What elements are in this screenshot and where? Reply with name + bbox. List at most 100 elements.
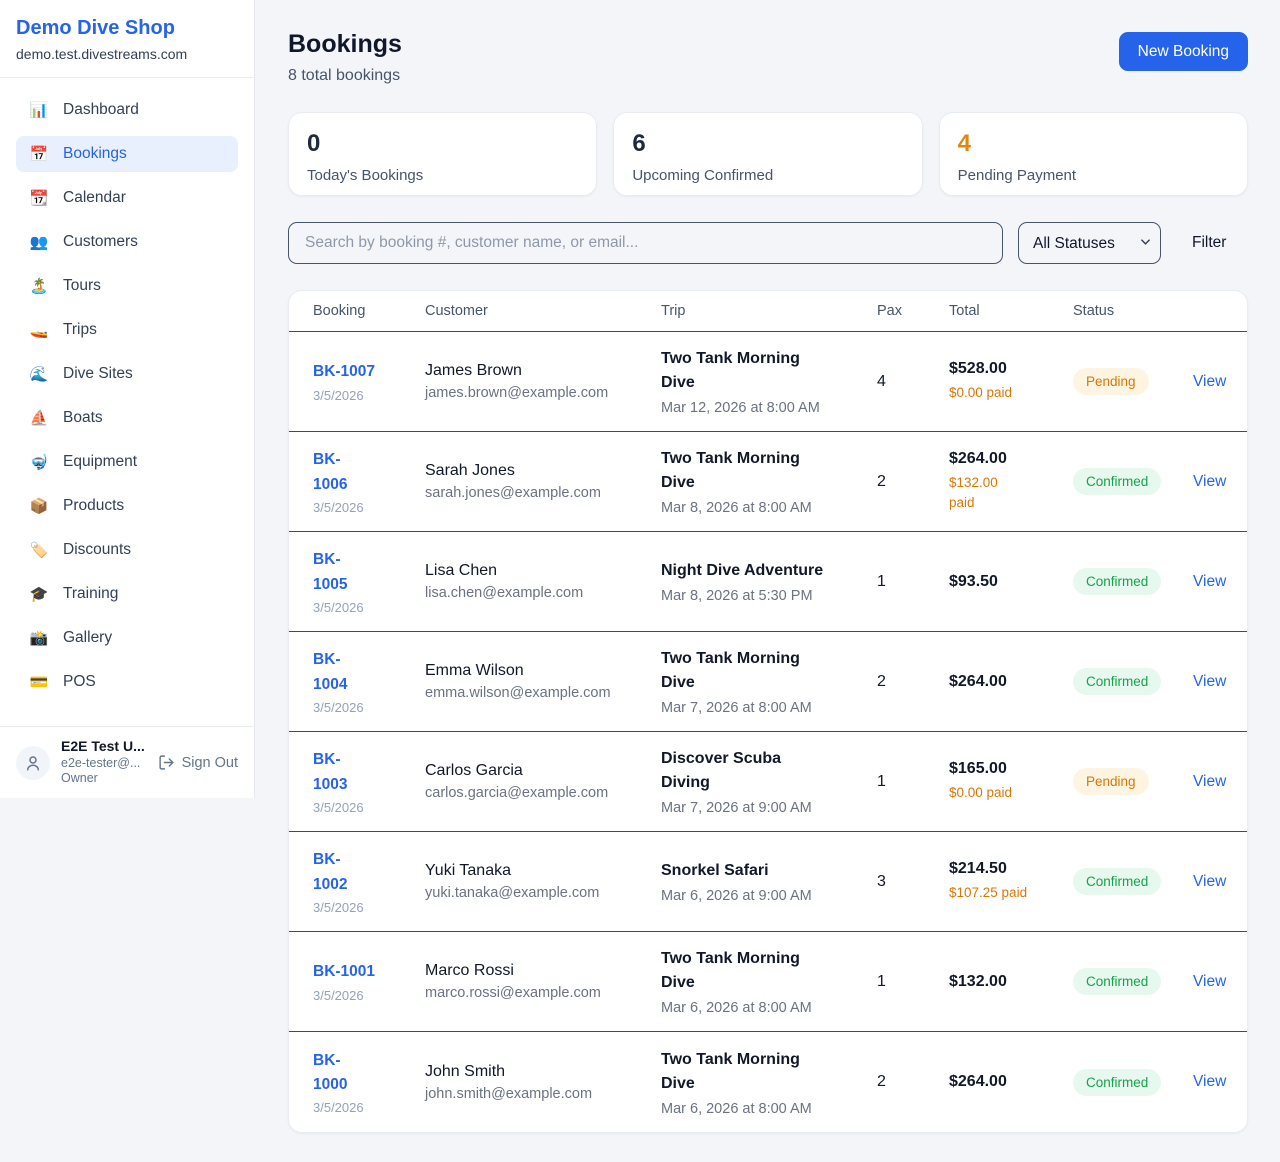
trip-datetime: Mar 6, 2026 at 8:00 AM bbox=[661, 1000, 812, 1016]
booking-id-link[interactable]: BK-1007 bbox=[313, 363, 376, 381]
sailboat-icon: ⛵ bbox=[29, 410, 49, 427]
customer-name: Sarah Jones bbox=[425, 462, 515, 479]
table-header: Booking Customer Trip Pax Total Status bbox=[289, 291, 1247, 332]
view-link[interactable]: View bbox=[1193, 972, 1227, 990]
sidebar-nav: 📊 Dashboard 📅 Bookings 📆 Calendar 👥 Cust… bbox=[0, 78, 254, 714]
sidebar-item-trips[interactable]: 🚤 Trips bbox=[29, 321, 97, 339]
total-amount: $165.00 bbox=[949, 760, 1007, 778]
booking-id-link[interactable]: BK- 1006 bbox=[313, 451, 348, 493]
sidebar-item-dive-sites[interactable]: 🌊 Dive Sites bbox=[29, 365, 133, 383]
booking-date: 3/5/2026 bbox=[313, 699, 364, 715]
sidebar: Demo Dive Shop demo.test.divestreams.com… bbox=[0, 0, 255, 798]
table-body: BK-1007 3/5/2026 James Brown james.brown… bbox=[289, 332, 1247, 1132]
trip-datetime: Mar 6, 2026 at 8:00 AM bbox=[661, 1100, 812, 1117]
sidebar-item-customers[interactable]: 👥 Customers bbox=[29, 233, 138, 251]
new-booking-button[interactable]: New Booking bbox=[1118, 32, 1248, 71]
page-header: Bookings 8 total bookings New Booking bbox=[288, 30, 1248, 85]
customer-email: yuki.tanaka@example.com bbox=[425, 885, 600, 901]
view-link[interactable]: View bbox=[1193, 572, 1227, 590]
package-icon: 📦 bbox=[29, 498, 49, 515]
status-badge: Confirmed bbox=[1073, 1068, 1162, 1096]
status-badge: Pending bbox=[1073, 368, 1149, 395]
trip-name: Two Tank Morning Dive bbox=[661, 350, 800, 391]
bookings-table: Booking Customer Trip Pax Total Status B… bbox=[288, 290, 1248, 1133]
total-amount: $264.00 bbox=[949, 1073, 1007, 1090]
booking-id-link[interactable]: BK- 1000 bbox=[313, 1051, 348, 1093]
pax-count: 2 bbox=[877, 672, 886, 690]
total-amount: $264.00 bbox=[949, 672, 1007, 690]
customer-name: Marco Rossi bbox=[425, 962, 514, 979]
booking-date: 3/5/2026 bbox=[313, 599, 364, 615]
view-link[interactable]: View bbox=[1193, 1073, 1227, 1090]
total-amount: $214.50 bbox=[949, 860, 1007, 878]
booking-date: 3/5/2026 bbox=[313, 499, 364, 515]
booking-id-link[interactable]: BK-1001 bbox=[313, 963, 376, 981]
view-link[interactable]: View bbox=[1193, 372, 1227, 390]
filter-button[interactable]: Filter bbox=[1192, 234, 1227, 251]
trip-name: Night Dive Adventure bbox=[661, 562, 824, 579]
booking-date: 3/5/2026 bbox=[313, 899, 364, 915]
search-input[interactable] bbox=[288, 222, 1003, 264]
wave-icon: 🌊 bbox=[29, 366, 49, 383]
sidebar-item-equipment[interactable]: 🤿 Equipment bbox=[29, 453, 138, 471]
booking-id-link[interactable]: BK- 1003 bbox=[313, 751, 348, 793]
calendar-date-icon: 📅 bbox=[29, 146, 49, 163]
view-link[interactable]: View bbox=[1193, 872, 1227, 890]
trip-name: Two Tank Morning Dive bbox=[661, 1050, 800, 1092]
view-link[interactable]: View bbox=[1193, 672, 1227, 690]
sidebar-item-products[interactable]: 📦 Products bbox=[29, 497, 125, 515]
column-header-trip: Trip bbox=[661, 303, 686, 319]
total-amount: $528.00 bbox=[949, 360, 1007, 378]
user-email: e2e-tester@... bbox=[61, 755, 141, 770]
status-badge: Confirmed bbox=[1073, 568, 1162, 595]
sidebar-item-tours[interactable]: 🏝️ Tours bbox=[29, 277, 101, 295]
camera-icon: 📸 bbox=[29, 630, 49, 647]
sidebar-item-dashboard[interactable]: 📊 Dashboard bbox=[29, 101, 139, 119]
sidebar-item-discounts[interactable]: 🏷️ Discounts bbox=[29, 541, 132, 559]
sidebar-item-calendar[interactable]: 📆 Calendar bbox=[29, 189, 126, 207]
trip-name: Snorkel Safari bbox=[661, 862, 769, 879]
customer-email: lisa.chen@example.com bbox=[425, 585, 584, 601]
status-badge: Confirmed bbox=[1073, 668, 1162, 695]
stat-label: Pending Payment bbox=[957, 167, 1077, 184]
trip-name: Two Tank Morning Dive bbox=[661, 650, 800, 691]
user-info: E2E Test U... e2e-tester@... Owner bbox=[61, 738, 147, 787]
user-box: E2E Test U... e2e-tester@... Owner Sign … bbox=[0, 726, 254, 798]
booking-id-link[interactable]: BK- 1004 bbox=[313, 651, 348, 693]
booking-id-link[interactable]: BK- 1005 bbox=[313, 551, 348, 593]
sidebar-item-bookings[interactable]: 📅 Bookings bbox=[16, 136, 238, 172]
sidebar-item-training[interactable]: 🎓 Training bbox=[29, 585, 119, 603]
status-badge: Confirmed bbox=[1073, 968, 1162, 995]
user-role: Owner bbox=[61, 771, 98, 786]
person-icon bbox=[27, 755, 39, 770]
status-filter-select[interactable]: All Statuses bbox=[1018, 222, 1161, 264]
sign-out-button[interactable]: Sign Out bbox=[158, 754, 238, 771]
tag-icon: 🏷️ bbox=[29, 542, 49, 559]
trip-datetime: Mar 12, 2026 at 8:00 AM bbox=[661, 400, 820, 416]
sidebar-item-gallery[interactable]: 📸 Gallery bbox=[29, 629, 113, 647]
customer-name: Emma Wilson bbox=[425, 662, 524, 679]
pax-count: 3 bbox=[877, 872, 886, 890]
customer-email: carlos.garcia@example.com bbox=[425, 785, 609, 801]
stat-card-pending-payment: 4 Pending Payment bbox=[938, 112, 1248, 196]
stat-card-today-s-bookings: 0 Today's Bookings bbox=[288, 112, 598, 196]
status-badge: Pending bbox=[1073, 768, 1149, 795]
view-link[interactable]: View bbox=[1193, 772, 1227, 790]
pax-count: 1 bbox=[877, 972, 886, 990]
booking-date: 3/5/2026 bbox=[313, 1100, 364, 1116]
trip-datetime: Mar 6, 2026 at 9:00 AM bbox=[661, 888, 812, 904]
speedboat-icon: 🚤 bbox=[29, 322, 49, 339]
pax-count: 4 bbox=[877, 372, 886, 390]
sidebar-item-boats[interactable]: ⛵ Boats bbox=[29, 409, 103, 427]
table-row: BK-1001 3/5/2026 Marco Rossi marco.rossi… bbox=[289, 932, 1247, 1032]
bar-chart-icon: 📊 bbox=[29, 102, 49, 119]
view-link[interactable]: View bbox=[1193, 472, 1227, 490]
table-row: BK-1007 3/5/2026 James Brown james.brown… bbox=[289, 332, 1247, 432]
trip-datetime: Mar 8, 2026 at 5:30 PM bbox=[661, 588, 813, 604]
booking-date: 3/5/2026 bbox=[313, 987, 364, 1003]
brand-title: Demo Dive Shop bbox=[16, 17, 175, 39]
trip-name: Two Tank Morning Dive bbox=[661, 950, 800, 991]
stat-value: 6 bbox=[632, 130, 646, 157]
sidebar-item-pos[interactable]: 💳 POS bbox=[29, 673, 96, 691]
booking-id-link[interactable]: BK- 1002 bbox=[313, 851, 348, 893]
